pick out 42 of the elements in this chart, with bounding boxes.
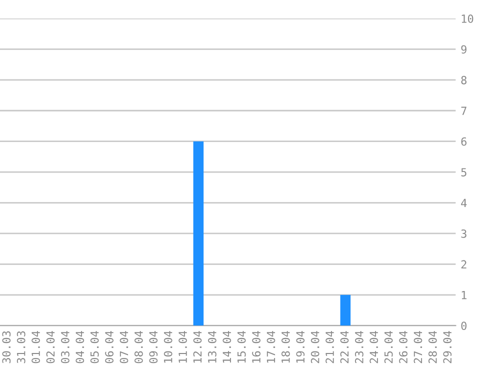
y-tick-label: 1 — [462, 291, 466, 300]
x-tick-label: 29.04 — [443, 330, 452, 364]
y-tick-label: 5 — [461, 168, 466, 176]
x-tick-label: 28.04 — [428, 330, 437, 364]
y-tick-label: 0 — [461, 322, 466, 330]
x-tick-label: 11.04 — [178, 330, 187, 363]
x-tick-label: 09.04 — [149, 330, 158, 364]
x-tick-label: 04.04 — [76, 330, 84, 364]
x-tick-label: 18.04 — [281, 330, 290, 363]
x-tick-label: 13.04 — [208, 330, 216, 363]
x-tick-label: 20.04 — [310, 330, 320, 364]
y-tick-label: 8 — [461, 76, 467, 84]
x-tick-label: 21.04 — [326, 330, 334, 364]
x-tick-label: 12.04 — [193, 330, 202, 363]
x-tick-label: 03.04 — [60, 330, 70, 364]
x-tick-label: 30.03 — [2, 331, 11, 364]
x-tick-label: 27.04 — [414, 330, 422, 364]
x-tick-label: 15.04 — [237, 330, 246, 363]
x-tick-label: 24.04 — [370, 330, 378, 364]
y-tick-label: 3 — [461, 229, 466, 238]
x-tick-label: 25.04 — [384, 330, 393, 364]
x-tick-label: 05.04 — [90, 330, 99, 364]
x-tick-label: 06.04 — [105, 330, 114, 364]
x-tick-label: 31.03 — [16, 331, 26, 364]
y-tick-label: 10 — [462, 14, 474, 23]
x-tick-label: 17.04 — [266, 330, 276, 363]
x-tick-label: 07.04 — [120, 330, 128, 364]
x-tick-label: 02.04 — [46, 330, 55, 364]
x-tick-label: 01.04 — [32, 330, 40, 364]
x-tick-label: 26.04 — [399, 330, 408, 364]
x-tick-label: 10.04 — [164, 330, 172, 363]
y-tick-label: 2 — [461, 260, 466, 268]
x-tick-label: 14.04 — [222, 330, 232, 363]
x-tick-label: 08.04 — [134, 330, 143, 364]
y-tick-label: 6 — [461, 137, 466, 146]
x-tick-label: 19.04 — [296, 330, 305, 363]
x-tick-label: 16.04 — [252, 330, 260, 363]
y-tick-label: 4 — [461, 198, 467, 208]
x-tick-label: 22.04 — [340, 330, 349, 364]
y-tick-label: 7 — [461, 106, 466, 115]
y-tick-label: 9 — [461, 45, 466, 54]
x-tick-label: 23.04 — [354, 330, 364, 364]
